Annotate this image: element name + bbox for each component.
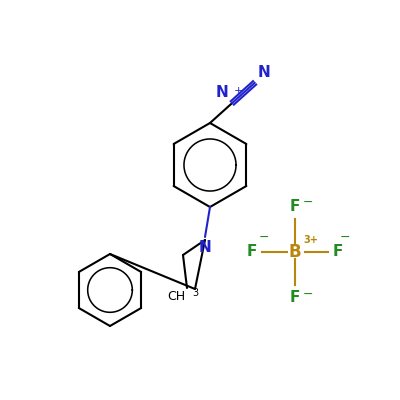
- Text: 3+: 3+: [303, 235, 318, 245]
- Text: N: N: [258, 65, 270, 80]
- Text: −: −: [303, 196, 314, 209]
- Text: F: F: [290, 199, 300, 214]
- Text: −: −: [259, 231, 270, 244]
- Text: +: +: [233, 86, 243, 96]
- Text: B: B: [289, 243, 301, 261]
- Text: N: N: [199, 240, 211, 255]
- Text: F: F: [333, 244, 343, 260]
- Text: N: N: [216, 85, 228, 100]
- Text: −: −: [340, 231, 350, 244]
- Text: CH: CH: [167, 290, 185, 303]
- Text: F: F: [290, 290, 300, 305]
- Text: −: −: [303, 288, 314, 301]
- Text: F: F: [247, 244, 257, 260]
- Text: 3: 3: [192, 288, 198, 298]
